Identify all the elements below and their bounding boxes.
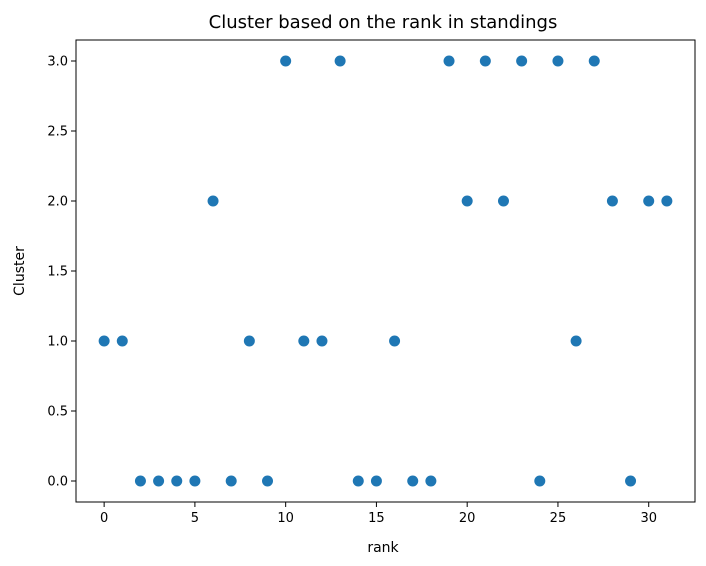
y-tick-label: 2.5: [47, 125, 68, 140]
data-point: [370, 475, 382, 487]
data-point: [116, 335, 128, 347]
data-point: [134, 475, 146, 487]
y-tick-label: 1.0: [47, 335, 68, 350]
data-point: [207, 195, 219, 207]
data-point: [479, 55, 491, 67]
x-axis-label: rank: [367, 540, 399, 556]
data-point: [443, 55, 455, 67]
data-point: [243, 335, 255, 347]
data-point: [98, 335, 110, 347]
data-point: [389, 335, 401, 347]
data-point: [661, 195, 673, 207]
y-axis-label: Cluster: [12, 246, 28, 296]
x-tick-label: 10: [277, 511, 294, 526]
data-point: [225, 475, 237, 487]
data-point: [352, 475, 364, 487]
data-point: [153, 475, 165, 487]
y-tick-label: 1.5: [47, 265, 68, 280]
data-point: [334, 55, 346, 67]
data-point: [425, 475, 437, 487]
data-point: [516, 55, 528, 67]
data-point: [534, 475, 546, 487]
data-point: [280, 55, 292, 67]
data-point: [298, 335, 310, 347]
data-point: [189, 475, 201, 487]
data-point: [570, 335, 582, 347]
data-point: [407, 475, 419, 487]
x-tick-label: 20: [459, 511, 476, 526]
data-point: [316, 335, 328, 347]
data-point: [606, 195, 618, 207]
x-tick-label: 15: [368, 511, 385, 526]
data-point: [625, 475, 637, 487]
x-tick-label: 30: [640, 511, 657, 526]
data-point: [497, 195, 509, 207]
y-tick-label: 0.5: [47, 405, 68, 420]
data-point: [461, 195, 473, 207]
y-tick-label: 0.0: [47, 475, 68, 490]
chart-title: Cluster based on the rank in standings: [209, 12, 558, 33]
data-point: [262, 475, 274, 487]
data-points: [98, 55, 673, 487]
data-point: [171, 475, 183, 487]
x-axis-ticks: 0 5 10 15 20 25 30: [100, 502, 657, 526]
y-tick-label: 3.0: [47, 55, 68, 70]
y-tick-label: 2.0: [47, 195, 68, 210]
x-tick-label: 0: [100, 511, 108, 526]
x-tick-label: 5: [191, 511, 199, 526]
data-point: [643, 195, 655, 207]
plot-area-frame: [75, 39, 696, 503]
data-point: [552, 55, 564, 67]
y-axis-ticks: 0.0 0.5 1.0 1.5 2.0 2.5 3.0: [47, 55, 76, 490]
data-point: [588, 55, 600, 67]
x-tick-label: 25: [550, 511, 567, 526]
